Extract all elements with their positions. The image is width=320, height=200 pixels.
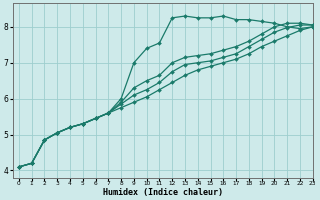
X-axis label: Humidex (Indice chaleur): Humidex (Indice chaleur)	[103, 188, 223, 197]
